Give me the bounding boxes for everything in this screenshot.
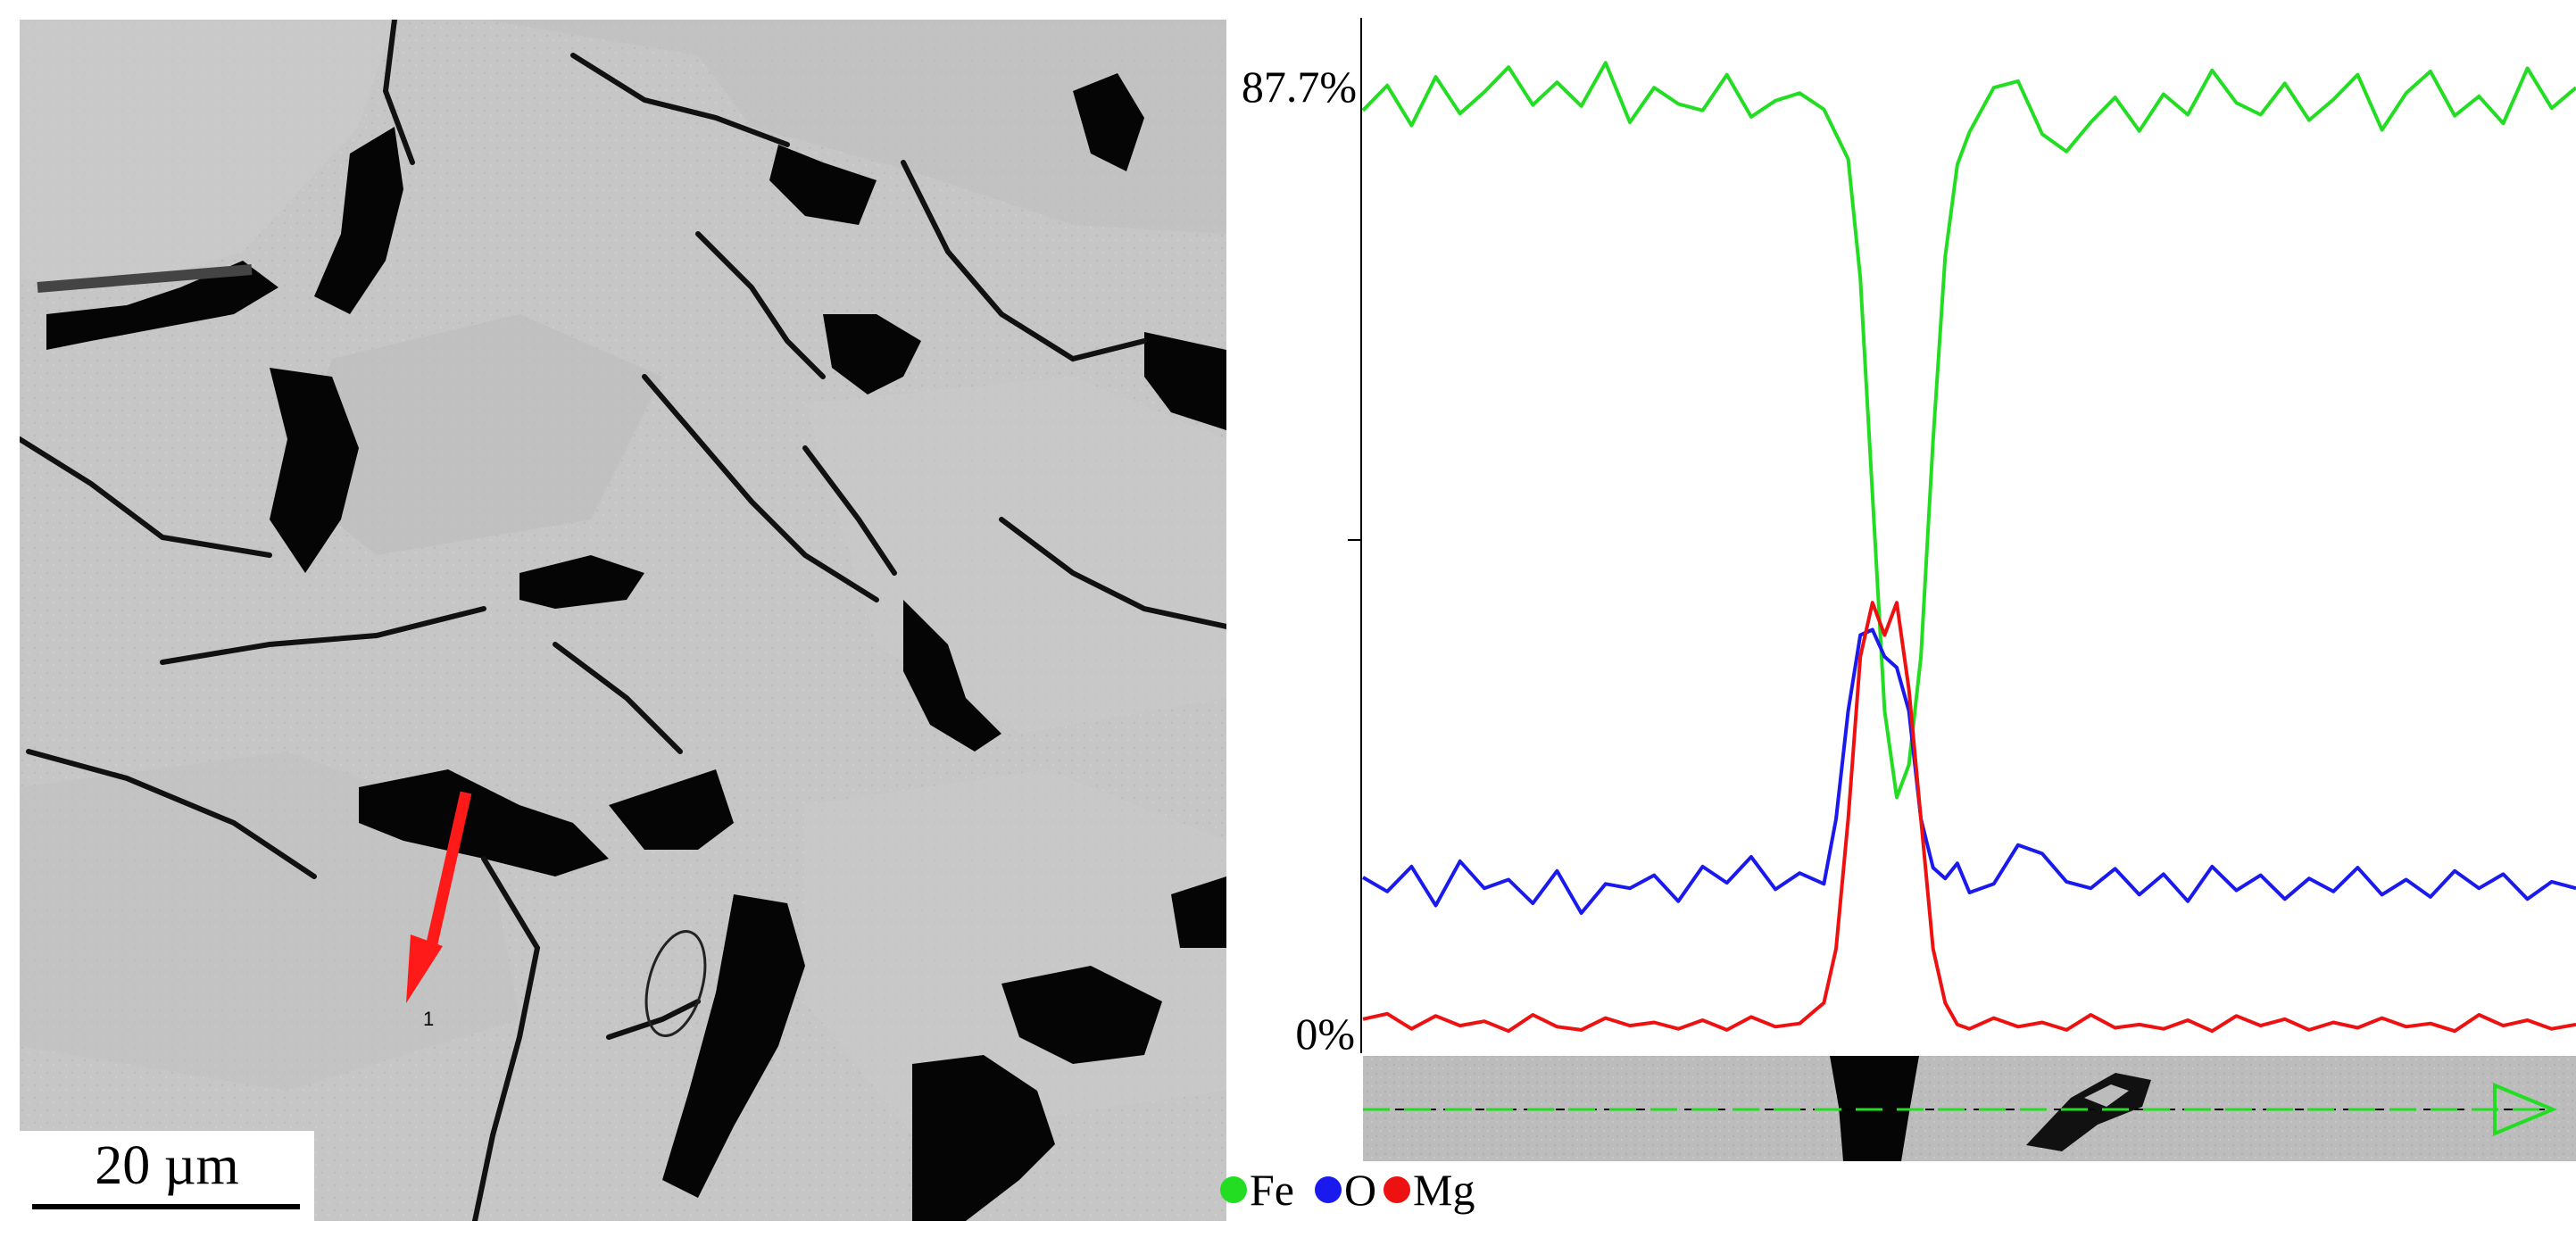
- legend-marker-mg: [1384, 1176, 1410, 1203]
- scan-direction-arrow: [2493, 1083, 2558, 1136]
- series-group: [1361, 61, 2576, 1034]
- scan-line-strip: [1363, 1056, 2576, 1161]
- sem-micrograph: 1: [20, 20, 1226, 1221]
- scale-label: 20 µm: [95, 1135, 239, 1196]
- legend-marker-o: [1315, 1176, 1342, 1203]
- micrograph-image: 1: [20, 20, 1226, 1221]
- y-bottom-label: 0%: [1295, 1009, 1355, 1059]
- legend-label-mg: Mg: [1413, 1165, 1475, 1215]
- line-profile-svg: 87.7% 0% Fe O Mg: [1220, 18, 2576, 1215]
- legend: Fe O Mg: [1220, 1165, 1475, 1215]
- legend-label-fe: Fe: [1250, 1165, 1294, 1215]
- line-profile-chart: 87.7% 0% Fe O Mg: [1214, 0, 2576, 1242]
- legend-label-o: O: [1344, 1165, 1376, 1215]
- y-top-label: 87.7%: [1242, 62, 1357, 112]
- series-line-mg: [1362, 601, 2576, 1034]
- scale-bar-box: 20 µm: [20, 1131, 314, 1221]
- series-line-o: [1361, 627, 2576, 915]
- scale-bar: [32, 1204, 300, 1209]
- point-marker: 1: [423, 1008, 434, 1030]
- legend-marker-fe: [1220, 1176, 1247, 1203]
- series-line-fe: [1361, 61, 2576, 800]
